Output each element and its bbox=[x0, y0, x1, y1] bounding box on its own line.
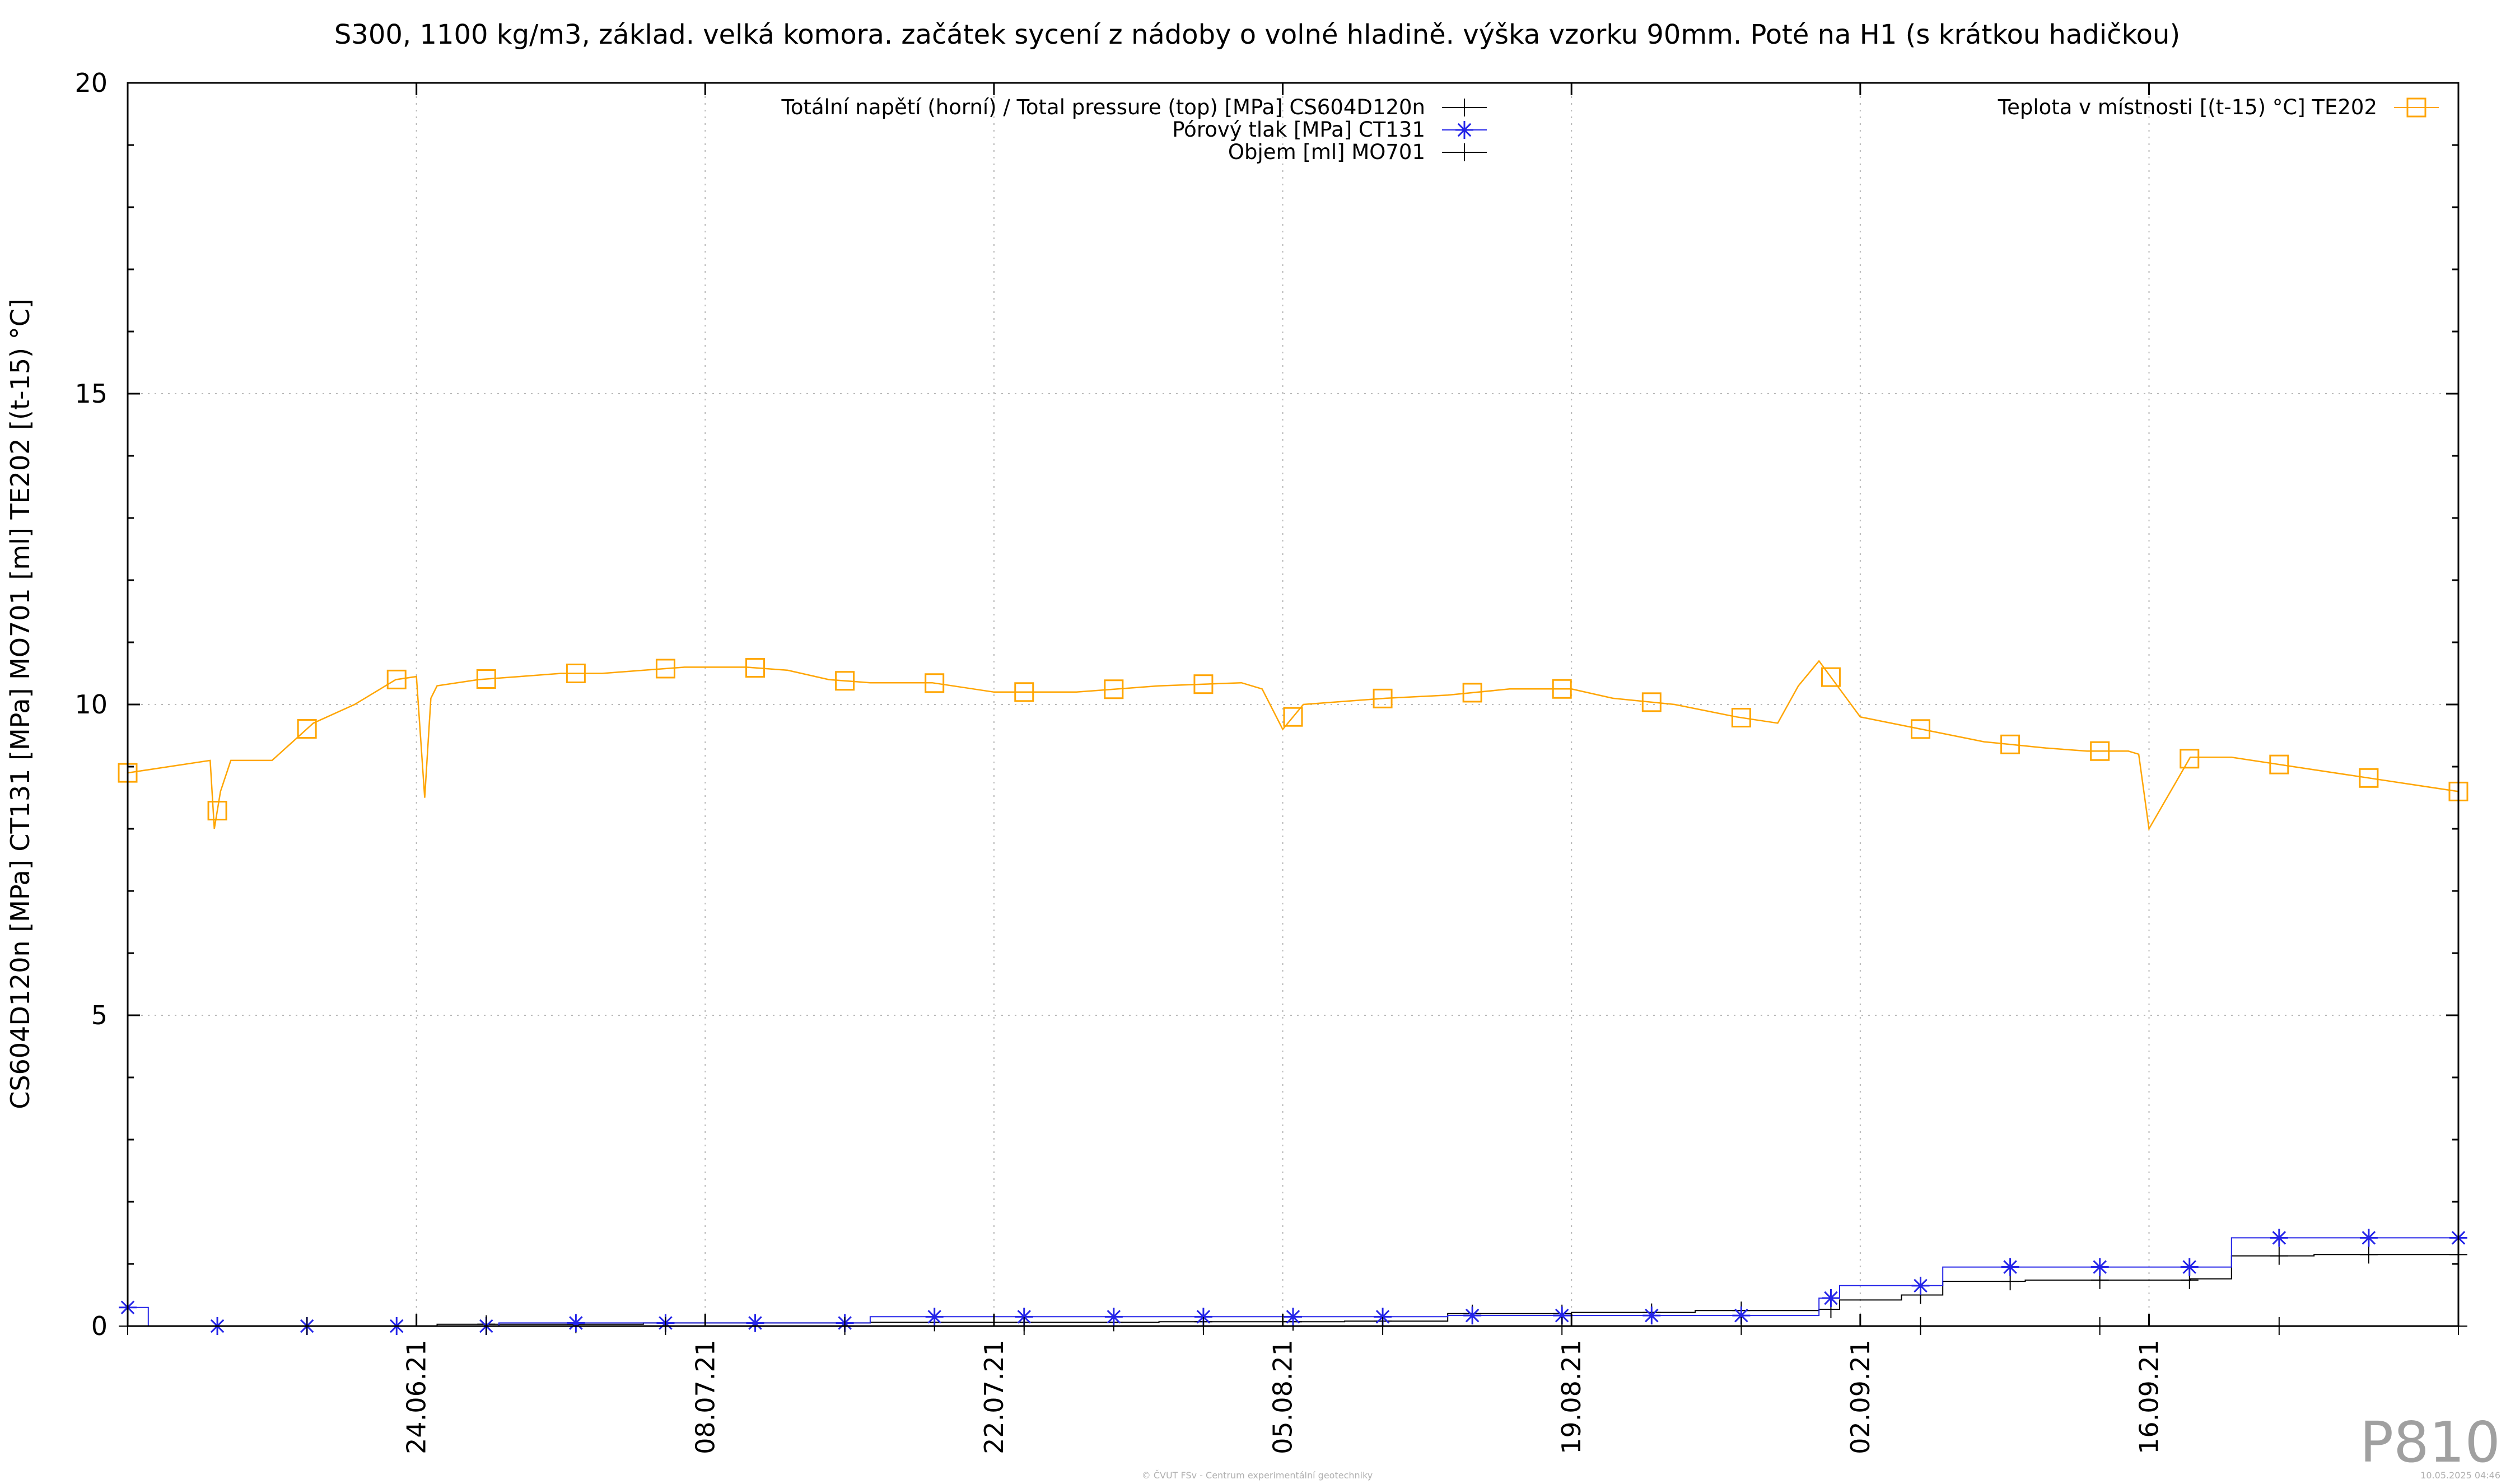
data-point bbox=[925, 673, 945, 693]
data-point bbox=[745, 658, 766, 678]
data-point bbox=[746, 1314, 764, 1332]
data-point bbox=[1104, 679, 1124, 699]
y-tick-label: 15 bbox=[74, 379, 108, 409]
data-point bbox=[1731, 707, 1751, 727]
legend: Totální napětí (horní) / Total pressure … bbox=[781, 95, 2439, 164]
legend-label: Objem [ml] MO701 bbox=[1228, 140, 1425, 164]
data-point bbox=[1732, 1306, 1751, 1325]
legend-label: Teplota v místnosti [(t-15) °C] TE202 bbox=[1998, 95, 2377, 119]
data-point bbox=[2180, 749, 2200, 769]
data-point bbox=[1283, 707, 1303, 727]
y-tick-label: 20 bbox=[74, 68, 108, 98]
series-4 bbox=[118, 658, 2468, 831]
data-point bbox=[655, 659, 675, 679]
grid bbox=[128, 83, 2458, 1326]
legend-label: Pórový tlak [MPa] CT131 bbox=[1172, 118, 1425, 142]
watermark: P810 bbox=[2360, 1410, 2500, 1475]
series-line bbox=[127, 660, 2459, 831]
data-point bbox=[1373, 688, 1393, 708]
data-point bbox=[1552, 679, 1572, 699]
data-point bbox=[566, 664, 586, 683]
data-point bbox=[2270, 1247, 2288, 1265]
data-point bbox=[1455, 121, 1473, 139]
y-tick-label: 10 bbox=[74, 689, 108, 720]
x-tick-label: 05.08.21 bbox=[1268, 1340, 1298, 1454]
y-tick-label: 5 bbox=[91, 1000, 108, 1030]
y-axis-label: CS604D120n [MPa] CT131 [MPa] MO701 [ml] … bbox=[5, 298, 35, 1109]
data-point bbox=[1821, 667, 1841, 687]
axis-ticks: 0 5 10 15 20 24.06.21 08.07.21 22.07.21 05.08.21… bbox=[74, 68, 2458, 1454]
x-tick-label: 16.09.21 bbox=[2134, 1340, 2164, 1454]
x-tick-label: 19.08.21 bbox=[1556, 1340, 1586, 1454]
x-tick-label: 08.07.21 bbox=[690, 1340, 720, 1454]
data-point bbox=[297, 719, 317, 739]
data-point bbox=[1462, 683, 1482, 703]
data-point bbox=[835, 671, 855, 691]
data-point bbox=[1455, 143, 1473, 161]
data-point bbox=[2269, 754, 2289, 774]
data-point bbox=[1911, 1276, 1930, 1295]
data-point bbox=[2090, 1258, 2109, 1276]
y-tick-label: 0 bbox=[91, 1311, 108, 1341]
data-point bbox=[2406, 97, 2426, 118]
data-point bbox=[2001, 1258, 2019, 1276]
chart-title: S300, 1100 kg/m3, základ. velká komora. … bbox=[334, 19, 2180, 50]
legend-label: Totální napětí (horní) / Total pressure … bbox=[781, 95, 1425, 119]
series-layer bbox=[118, 658, 2468, 1335]
data-point bbox=[1374, 1308, 1392, 1326]
data-point bbox=[386, 669, 407, 689]
data-point bbox=[1911, 719, 1931, 739]
data-point bbox=[2000, 734, 2020, 754]
data-point bbox=[2180, 1258, 2199, 1276]
data-point bbox=[1194, 1308, 1212, 1326]
data-point bbox=[1455, 99, 1473, 116]
data-point bbox=[2359, 768, 2379, 788]
data-point bbox=[1104, 1308, 1123, 1326]
data-point bbox=[2090, 741, 2110, 761]
data-point bbox=[1642, 1306, 1661, 1325]
data-point bbox=[1463, 1306, 1482, 1325]
data-point bbox=[1822, 1289, 1840, 1308]
data-point bbox=[925, 1308, 944, 1326]
data-point bbox=[567, 1314, 585, 1332]
x-tick-label: 02.09.21 bbox=[1845, 1340, 1875, 1454]
data-point bbox=[1193, 674, 1214, 694]
footer-credit: © ČVUT FSv - Centrum experimentální geot… bbox=[1142, 1470, 1373, 1481]
data-point bbox=[207, 801, 227, 821]
data-point bbox=[2359, 1229, 2378, 1247]
data-point bbox=[476, 669, 496, 689]
footer-timestamp: 10.05.2025 04:46 bbox=[2420, 1470, 2500, 1481]
x-tick-label: 22.07.21 bbox=[979, 1340, 1009, 1454]
data-point bbox=[1641, 692, 1662, 712]
data-point bbox=[1553, 1306, 1571, 1325]
series-2 bbox=[119, 1229, 2467, 1335]
data-point bbox=[1015, 1308, 1033, 1326]
data-point bbox=[1014, 682, 1034, 702]
data-point bbox=[2270, 1229, 2288, 1247]
data-point bbox=[1284, 1308, 1302, 1326]
data-point bbox=[2359, 1245, 2378, 1264]
x-tick-label: 24.06.21 bbox=[402, 1340, 432, 1454]
